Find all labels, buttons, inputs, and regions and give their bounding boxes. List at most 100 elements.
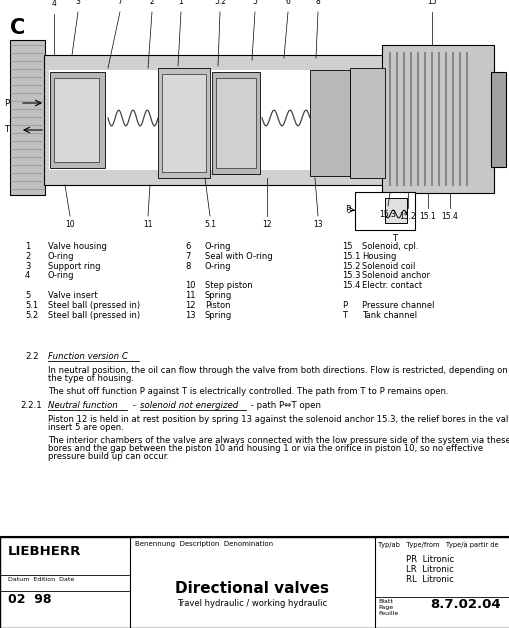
Text: Directional valves: Directional valves	[175, 581, 328, 596]
Text: bores and the gap between the piston 10 and housing 1 or via the orifice in pist: bores and the gap between the piston 10 …	[48, 444, 482, 453]
Text: 5.1: 5.1	[204, 220, 216, 229]
Text: Support ring: Support ring	[48, 262, 100, 271]
Text: Piston: Piston	[205, 301, 230, 310]
Text: Electr. contact: Electr. contact	[361, 281, 421, 290]
Bar	[384, 198, 406, 223]
Text: Seal with O-ring: Seal with O-ring	[205, 252, 272, 261]
Text: the type of housing.: the type of housing.	[48, 374, 134, 383]
Text: Neutral function: Neutral function	[48, 401, 118, 410]
Text: 2.2.1: 2.2.1	[20, 401, 42, 410]
Bar	[50, 72, 105, 168]
Text: T: T	[392, 234, 397, 243]
Text: 7: 7	[118, 0, 122, 6]
Text: Typ/ab   Type/from   Type/à partir de: Typ/ab Type/from Type/à partir de	[377, 541, 498, 548]
Text: 15.2: 15.2	[342, 262, 360, 271]
Text: solenoid not energized: solenoid not energized	[140, 401, 238, 410]
Text: The shut off function P against T is electrically controlled. The path from T to: The shut off function P against T is ele…	[48, 387, 447, 396]
Text: PR  Litronic: PR Litronic	[405, 555, 453, 564]
Text: 5.2: 5.2	[25, 311, 38, 320]
Text: 11: 11	[143, 220, 153, 229]
Text: 11: 11	[185, 291, 195, 300]
Text: RL  Litronic: RL Litronic	[405, 575, 453, 584]
Text: The interior chambers of the valve are always connected with the low pressure si: The interior chambers of the valve are a…	[48, 436, 509, 445]
Bar	[162, 74, 206, 172]
Text: insert 5 are open.: insert 5 are open.	[48, 423, 124, 432]
Text: Housing: Housing	[361, 252, 395, 261]
Text: Solenoid, cpl.: Solenoid, cpl.	[361, 242, 418, 251]
Text: 8.7.02.04: 8.7.02.04	[429, 598, 500, 611]
Text: 02  98: 02 98	[8, 593, 51, 606]
Text: 2: 2	[25, 252, 30, 261]
Text: 5: 5	[252, 0, 257, 6]
Text: In neutral position, the oil can flow through the valve from both directions. Fl: In neutral position, the oil can flow th…	[48, 366, 507, 375]
Text: Blatt
Page
Feuille: Blatt Page Feuille	[377, 599, 398, 615]
Text: Benennung  Description  Denomination: Benennung Description Denomination	[135, 541, 273, 547]
Bar	[490, 72, 505, 167]
Text: P: P	[4, 99, 9, 107]
Text: 15.2: 15.2	[399, 212, 415, 221]
Text: Valve insert: Valve insert	[48, 291, 97, 300]
Text: Spring: Spring	[205, 291, 232, 300]
Text: -: -	[130, 401, 138, 410]
Text: Solenoid anchor: Solenoid anchor	[361, 271, 429, 280]
Text: 15.1: 15.1	[419, 212, 436, 221]
Text: T: T	[4, 126, 9, 134]
Text: 15: 15	[427, 0, 436, 6]
Text: Function version C: Function version C	[48, 352, 128, 361]
Text: 15.4: 15.4	[441, 212, 458, 221]
Text: Step piston: Step piston	[205, 281, 252, 290]
Text: 10: 10	[185, 281, 195, 290]
Text: O-ring: O-ring	[205, 242, 231, 251]
Text: Valve housing: Valve housing	[48, 242, 107, 251]
Text: 15.1: 15.1	[342, 252, 360, 261]
Text: 15.3: 15.3	[342, 271, 360, 280]
Text: 15.4: 15.4	[342, 281, 360, 290]
Text: Solenoid coil: Solenoid coil	[361, 262, 414, 271]
Text: C: C	[10, 18, 25, 38]
Bar	[216, 78, 256, 168]
Bar	[354, 192, 414, 230]
Text: 13: 13	[185, 311, 195, 320]
Text: 5.2: 5.2	[214, 0, 225, 6]
Text: 6: 6	[285, 0, 290, 6]
Text: 15.3: 15.3	[379, 210, 395, 219]
Bar	[158, 68, 210, 178]
Text: 2: 2	[149, 0, 154, 6]
Text: 7: 7	[185, 252, 190, 261]
Bar	[49, 70, 378, 170]
Text: LIEBHERR: LIEBHERR	[8, 545, 81, 558]
Text: 15: 15	[342, 242, 352, 251]
Text: P: P	[342, 301, 347, 310]
Bar	[381, 45, 493, 193]
Text: 2.2: 2.2	[25, 352, 39, 361]
Bar	[10, 40, 45, 195]
Text: O-ring: O-ring	[48, 252, 74, 261]
Text: Spring: Spring	[205, 311, 232, 320]
Bar	[54, 78, 99, 162]
Text: LR  Litronic: LR Litronic	[405, 565, 453, 574]
Text: 3: 3	[75, 0, 80, 6]
Text: Pressure channel: Pressure channel	[361, 301, 434, 310]
Text: pressure build up can occur.: pressure build up can occur.	[48, 452, 169, 461]
Text: 4: 4	[51, 0, 56, 8]
Bar	[0, 537, 509, 628]
Bar	[0, 0, 509, 235]
Text: 8: 8	[315, 0, 320, 6]
Bar	[309, 70, 349, 176]
Text: Steel ball (pressed in): Steel ball (pressed in)	[48, 311, 140, 320]
Text: 5.1: 5.1	[25, 301, 38, 310]
Text: - path P⇔T open: - path P⇔T open	[247, 401, 320, 410]
Text: Piston 12 is held in at rest position by spring 13 against the solenoid anchor 1: Piston 12 is held in at rest position by…	[48, 415, 509, 424]
Text: 1: 1	[178, 0, 183, 6]
Bar	[44, 55, 383, 185]
Bar	[349, 68, 384, 178]
Text: O-ring: O-ring	[205, 262, 231, 271]
Text: 12: 12	[185, 301, 195, 310]
Text: P: P	[344, 205, 350, 215]
Text: 6: 6	[185, 242, 190, 251]
Text: Datum  Edition  Date: Datum Edition Date	[8, 577, 74, 582]
Text: Tank channel: Tank channel	[361, 311, 416, 320]
Text: O-ring: O-ring	[48, 271, 74, 280]
Text: Steel ball (pressed in): Steel ball (pressed in)	[48, 301, 140, 310]
Text: T: T	[342, 311, 346, 320]
